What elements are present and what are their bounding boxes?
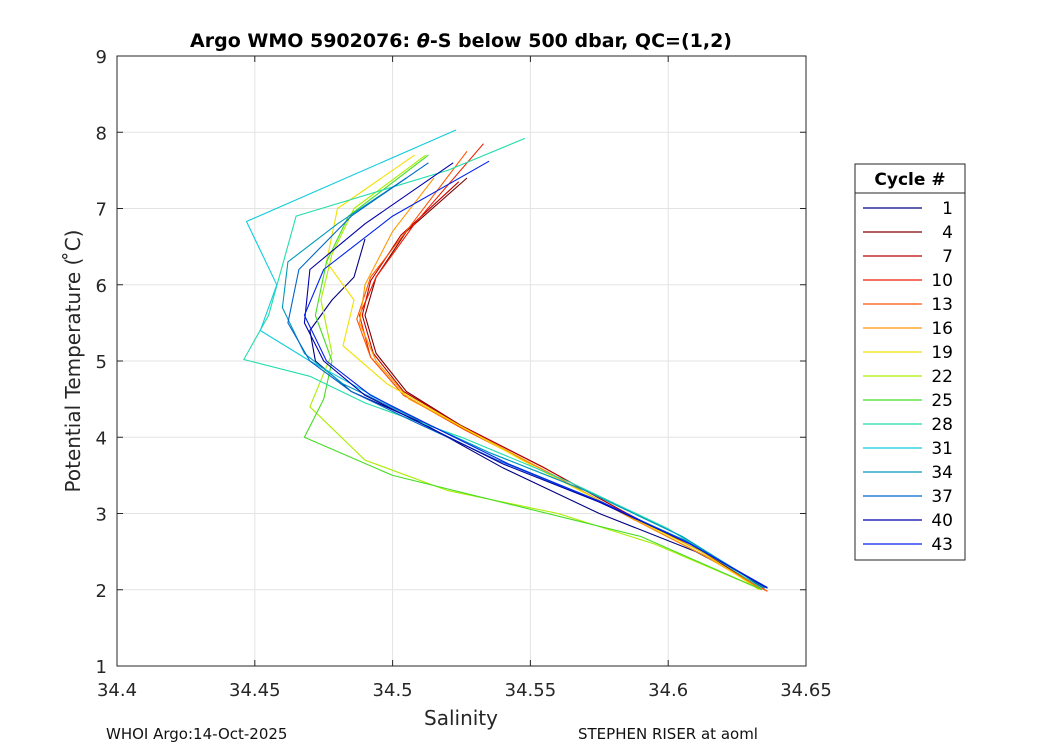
legend-label-13: 13 (931, 295, 953, 315)
x-tick-label: 34.5 (373, 680, 413, 701)
legend-box (854, 163, 966, 561)
legend-label-43: 43 (931, 535, 953, 555)
y-tick-label: 9 (96, 47, 107, 68)
x-tick-label: 34.6 (648, 680, 688, 701)
x-tick-label: 34.4 (97, 680, 137, 701)
legend-label-40: 40 (931, 511, 953, 531)
legend-entries: 1 4 7 10 13 16 19 22 25 28 31 34 37 40 43 (863, 199, 953, 555)
legend-label-10: 10 (931, 271, 953, 291)
y-tick-label: 2 (96, 581, 107, 602)
legend-label-34: 34 (931, 463, 953, 483)
y-tick-label: 1 (96, 657, 107, 678)
y-tick-label: 5 (96, 352, 107, 373)
series-line-cycle-28 (243, 137, 763, 589)
series-line-cycle-25 (303, 154, 763, 591)
y-tick-label: 7 (96, 200, 107, 221)
legend-label-31: 31 (931, 439, 953, 459)
x-tick-label: 34.65 (780, 680, 832, 701)
x-axis-label: Salinity (424, 706, 498, 730)
legend-label-1: 1 (942, 199, 953, 219)
y-tick-label: 4 (96, 428, 107, 449)
series-line-cycle-43 (303, 160, 768, 588)
data-series (243, 129, 768, 592)
axis-ticks: 34.4 34.45 34.5 34.55 34.6 34.65 1 2 3 4 5 6 7 8 9 (96, 47, 832, 701)
legend-title: Cycle # (874, 170, 945, 190)
legend-label-37: 37 (931, 487, 953, 507)
chart-title-theta: θ (417, 30, 430, 52)
y-tick-label: 8 (96, 123, 107, 144)
legend-label-28: 28 (931, 415, 953, 435)
y-tick-label: 6 (96, 276, 107, 297)
legend-label-7: 7 (942, 247, 953, 267)
legend-label-4: 4 (942, 223, 953, 243)
legend: Cycle # 1 4 7 10 13 16 19 22 25 28 31 34 37 40 43 (854, 163, 966, 561)
legend-label-25: 25 (931, 391, 953, 411)
y-tick-label: 3 (96, 505, 107, 526)
x-tick-label: 34.55 (505, 680, 557, 701)
series-line-cycle-40 (303, 162, 768, 589)
series-line-cycle-19 (325, 154, 760, 591)
chart-title-prefix: Argo WMO 5902076: (190, 30, 417, 52)
chart-title-suffix: -S below 500 dbar, QC=(1,2) (430, 30, 732, 52)
footer-left-credit: WHOI Argo:14-Oct-2025 (106, 725, 288, 743)
footer-right-credit: STEPHEN RISER at aoml (578, 725, 758, 743)
series-line-cycle-16 (358, 177, 763, 591)
legend-label-22: 22 (931, 367, 953, 387)
y-axis-label: Potential Temperature ( ̊C) (61, 230, 85, 493)
legend-label-19: 19 (931, 343, 953, 363)
chart-title: Argo WMO 5902076: θ-S below 500 dbar, QC… (190, 30, 732, 52)
legend-label-16: 16 (931, 319, 953, 339)
x-tick-label: 34.45 (229, 680, 281, 701)
series-line-cycle-34 (281, 177, 765, 589)
